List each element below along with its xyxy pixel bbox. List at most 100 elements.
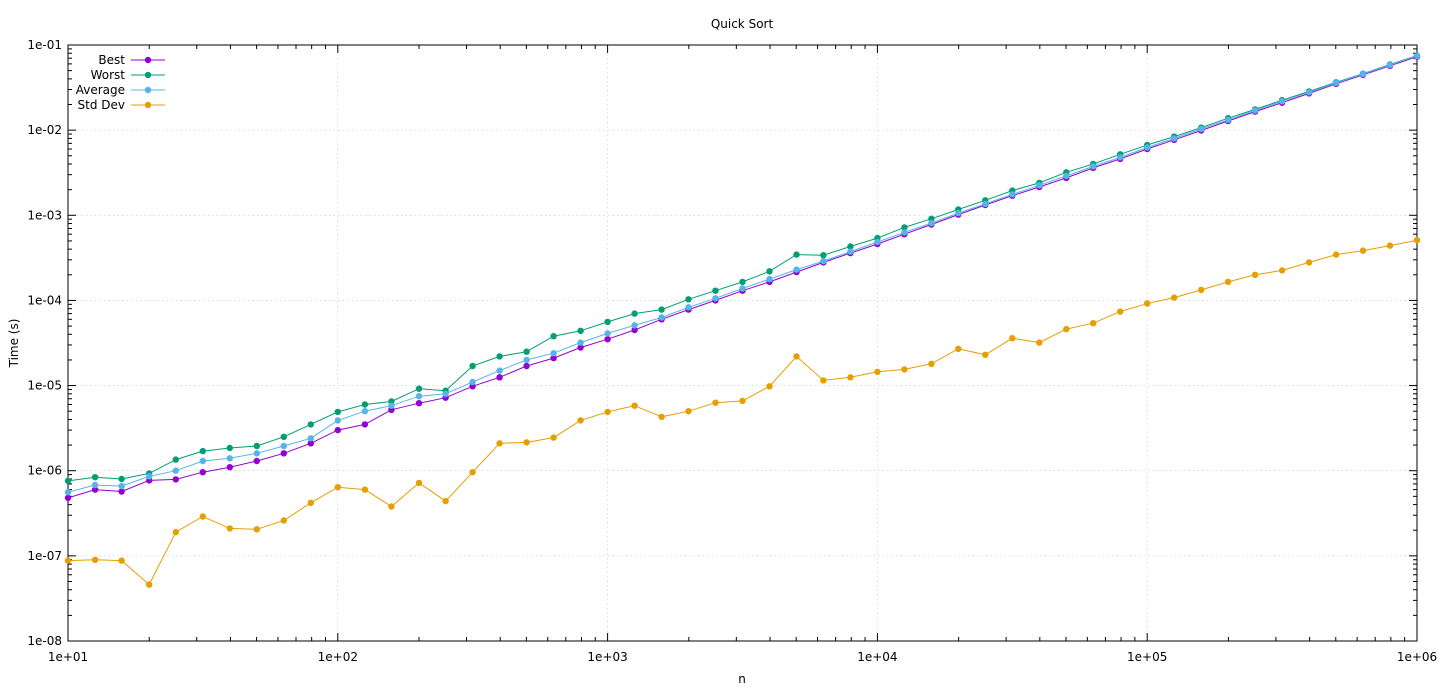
data-point-std-dev — [847, 374, 854, 381]
data-point-average — [604, 330, 611, 337]
x-tick-label: 1e+05 — [1127, 650, 1167, 664]
y-tick-label: 1e-03 — [27, 208, 62, 222]
data-point-average — [469, 378, 476, 386]
data-point-average — [820, 257, 827, 265]
data-point-std-dev — [658, 413, 665, 420]
data-point-average — [982, 200, 989, 208]
data-point-average — [712, 295, 719, 302]
data-point-worst — [361, 401, 369, 408]
data-point-std-dev — [64, 557, 72, 564]
data-point-average — [793, 266, 800, 273]
data-point-average — [1386, 61, 1394, 69]
data-point-worst — [901, 224, 908, 231]
data-point-std-dev — [1386, 242, 1394, 249]
data-point-average — [415, 393, 423, 400]
data-point-std-dev — [388, 503, 395, 510]
data-point-average — [685, 304, 692, 311]
y-axis-label: Time (s) — [7, 319, 21, 369]
data-point-average — [1278, 98, 1286, 105]
x-tick-label: 1e+01 — [48, 650, 88, 664]
data-point-best — [64, 494, 72, 502]
data-point-average — [1063, 172, 1070, 180]
data-point-average — [91, 481, 99, 489]
data-point-std-dev — [146, 581, 153, 588]
data-point-worst — [118, 475, 125, 483]
data-point-std-dev — [1251, 271, 1259, 278]
legend-marker-average — [144, 86, 152, 94]
data-point-std-dev — [1224, 278, 1232, 286]
data-point-std-dev — [1009, 335, 1016, 342]
data-point-std-dev — [712, 399, 719, 406]
data-point-worst — [550, 333, 557, 340]
y-tick-label: 1e-04 — [27, 293, 62, 307]
data-point-std-dev — [253, 526, 260, 533]
legend-marker-worst — [144, 71, 152, 79]
data-point-average — [118, 482, 125, 490]
data-point-worst — [847, 243, 854, 250]
legend-label-std-dev: Std Dev — [78, 98, 125, 112]
data-point-std-dev — [1332, 251, 1340, 258]
data-point-best — [415, 400, 423, 407]
series-average — [64, 52, 1421, 496]
data-point-average — [146, 473, 153, 480]
data-point-average — [1117, 154, 1124, 161]
data-point-best — [550, 354, 557, 362]
data-point-best — [496, 374, 503, 381]
data-point-worst — [415, 385, 423, 392]
data-point-worst — [685, 296, 692, 303]
data-point-worst — [658, 306, 665, 313]
data-point-worst — [280, 433, 287, 440]
series-layer — [64, 52, 1421, 588]
legend-marker-std-dev — [144, 101, 152, 109]
data-point-worst — [199, 447, 206, 455]
data-point-best — [604, 336, 611, 343]
data-point-std-dev — [118, 557, 125, 564]
data-point-std-dev — [1036, 339, 1043, 346]
data-point-std-dev — [766, 383, 773, 390]
data-point-worst — [469, 362, 476, 370]
data-point-best — [226, 464, 233, 471]
data-point-best — [199, 469, 206, 476]
data-point-std-dev — [901, 366, 908, 373]
data-point-best — [334, 426, 341, 434]
data-point-average — [901, 229, 908, 236]
data-point-std-dev — [1305, 259, 1313, 266]
data-point-best — [631, 326, 638, 334]
data-point-std-dev — [982, 351, 989, 358]
data-point-worst — [631, 310, 638, 317]
data-point-worst — [604, 318, 611, 326]
data-point-worst — [172, 456, 179, 463]
data-point-std-dev — [955, 345, 962, 352]
data-point-average — [739, 285, 746, 292]
data-point-std-dev — [820, 377, 827, 384]
data-point-std-dev — [307, 499, 314, 506]
data-point-worst — [577, 327, 584, 334]
y-tick-label: 1e-06 — [27, 464, 62, 478]
data-point-worst — [91, 474, 99, 481]
y-tick-label: 1e-07 — [27, 549, 62, 563]
data-point-std-dev — [1090, 320, 1097, 327]
data-point-average — [631, 322, 638, 329]
x-tick-label: 1e+04 — [857, 650, 897, 664]
data-point-std-dev — [199, 513, 206, 520]
legend-marker-best — [144, 56, 152, 64]
data-point-best — [361, 421, 369, 428]
data-point-best — [307, 440, 314, 447]
legend-label-average: Average — [76, 83, 125, 97]
data-point-average — [334, 417, 341, 424]
data-point-average — [1359, 70, 1367, 78]
data-point-std-dev — [442, 497, 449, 505]
data-point-std-dev — [550, 434, 557, 441]
data-point-best — [118, 488, 125, 495]
x-tick-label: 1e+02 — [318, 650, 358, 664]
data-point-std-dev — [1063, 325, 1070, 333]
data-point-average — [64, 489, 72, 496]
data-point-average — [172, 467, 179, 474]
data-point-std-dev — [604, 408, 611, 416]
data-point-best — [91, 486, 99, 493]
data-point-worst — [253, 442, 260, 450]
y-tick-label: 1e-01 — [27, 38, 62, 52]
series-worst — [64, 52, 1421, 485]
data-point-average — [1171, 135, 1178, 142]
